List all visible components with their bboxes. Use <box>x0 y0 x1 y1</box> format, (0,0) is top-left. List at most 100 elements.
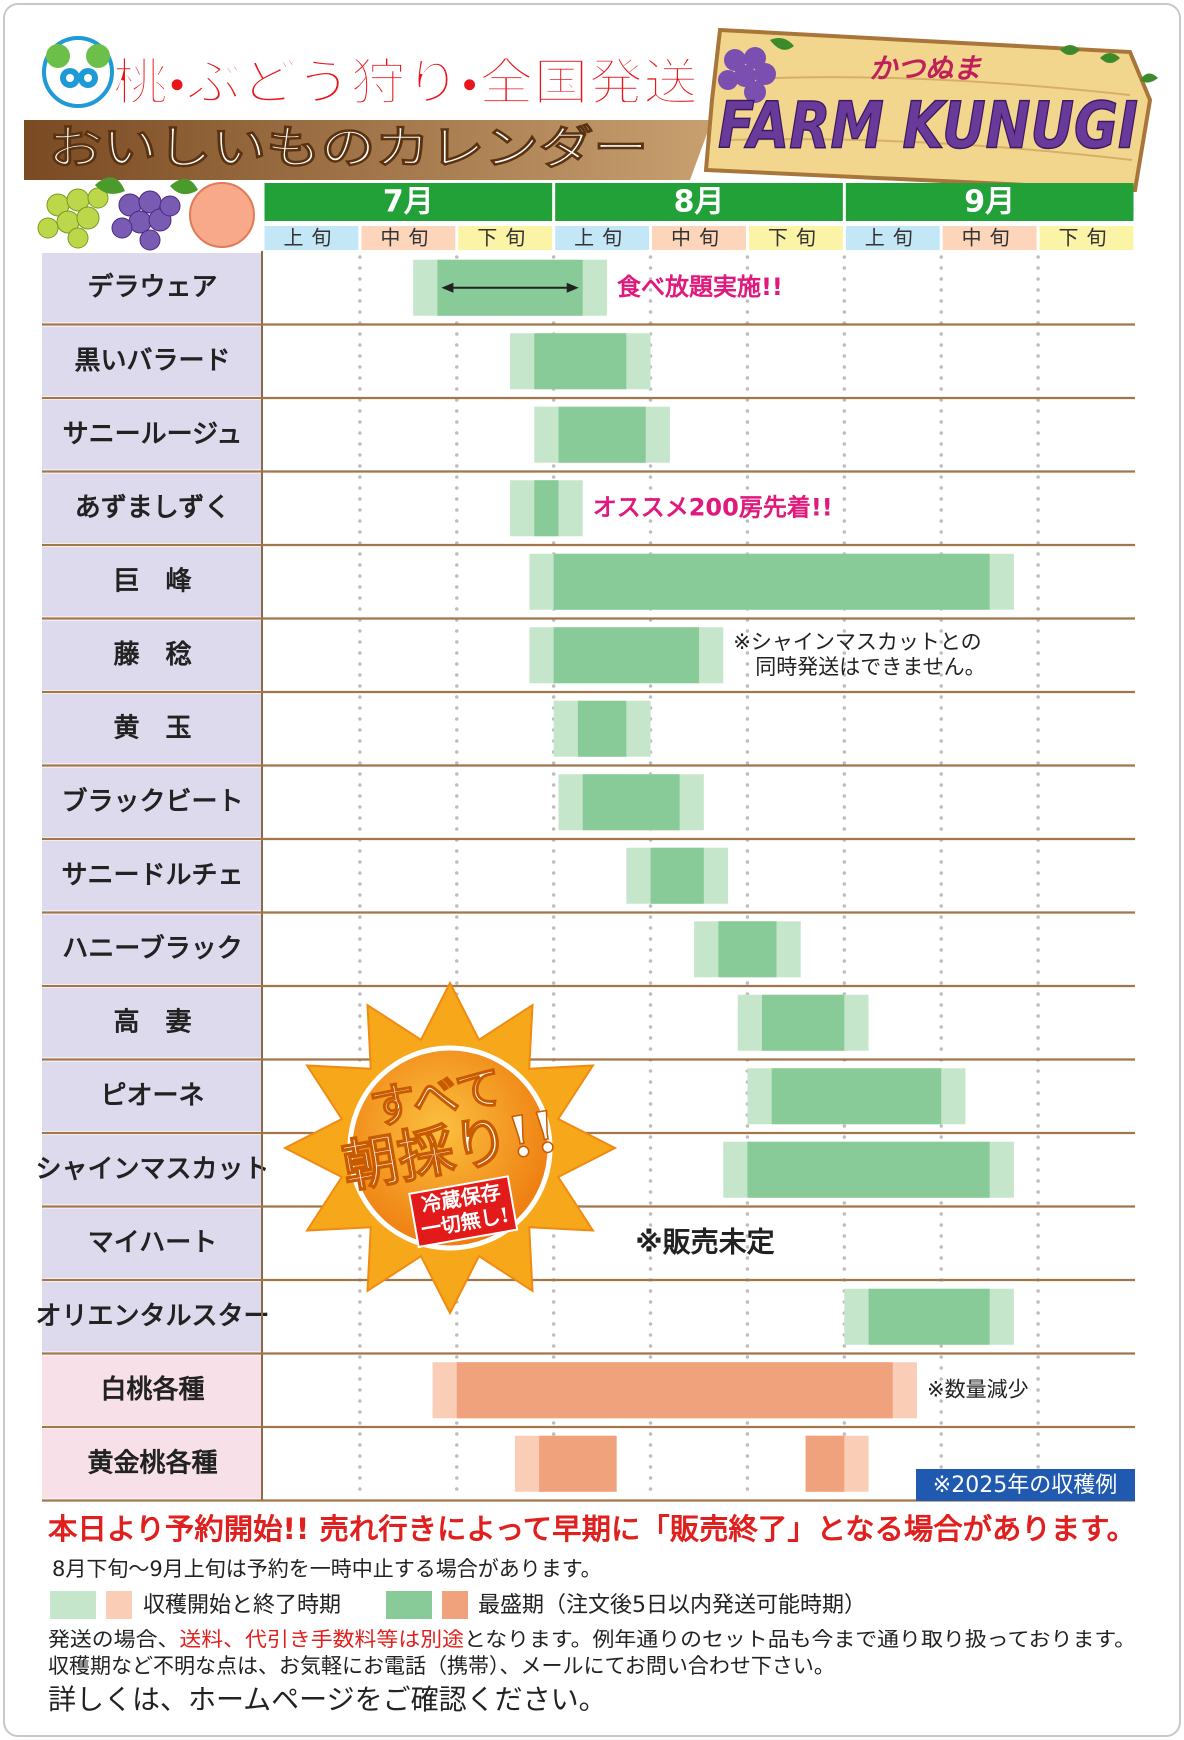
peak-span <box>539 1435 617 1492</box>
logo <box>42 36 114 108</box>
peak-span <box>534 480 559 537</box>
peak-span <box>650 847 704 904</box>
shipping-part: 発送の場合、 <box>48 1627 179 1651</box>
row-name: 高 妻 <box>113 1007 191 1037</box>
row-name-bg <box>42 473 261 543</box>
more-note: 詳しくは、ホームページをご確認ください。 <box>48 1683 607 1716</box>
row-name: ピオーネ <box>100 1081 204 1111</box>
shipping-part: となります。例年通りのセット品も今まで通り取り扱っております。 <box>464 1627 1136 1651</box>
pause-note: 8月下旬〜9月上旬は予約を一時中止する場合があります。 <box>52 1557 602 1581</box>
period-header <box>361 226 456 250</box>
month-header <box>555 183 843 221</box>
period-header <box>652 226 746 250</box>
period-header <box>264 226 359 250</box>
row-name-bg <box>42 547 261 617</box>
row-name: 黄金桃各種 <box>87 1447 217 1478</box>
period-header <box>555 226 650 250</box>
peak-span <box>771 1068 942 1125</box>
peak-span <box>558 406 646 463</box>
peak-span <box>718 921 777 978</box>
period-label: 下旬 <box>477 226 533 250</box>
peak-span <box>582 774 680 831</box>
row-name-bg <box>42 1282 261 1352</box>
fruit-illustration <box>37 177 255 251</box>
period-label: 上旬 <box>283 226 339 250</box>
row-note: ※販売未定 <box>635 1225 774 1258</box>
period-header <box>1039 226 1134 250</box>
row-note: ※シャインマスカットとの <box>733 630 981 654</box>
peak-span <box>534 333 627 390</box>
period-label: 下旬 <box>768 226 824 250</box>
peak-span <box>456 1362 893 1419</box>
row-name: ブラックビート <box>61 786 243 817</box>
row-note: ※数量減少 <box>927 1377 1029 1401</box>
month-label: 8月 <box>674 185 725 220</box>
period-label: 中旬 <box>962 226 1018 250</box>
row-name: デラウェア <box>87 271 217 302</box>
row-name-bg <box>42 914 261 984</box>
sun-badge: すべて 朝採り!! 冷蔵保存 一切無し! <box>282 980 618 1316</box>
subtitle-band <box>24 120 712 180</box>
legend-label: 最盛期（注文後5日以内発送可能時期） <box>478 1593 866 1618</box>
row-name-bg <box>42 253 261 323</box>
row-name-bg <box>42 1208 261 1278</box>
shipping-note: 発送の場合、 送料、代引き手数料等は別途 となります。例年通りのセット品も今まで通り… <box>48 1627 1136 1651</box>
legend-swatch <box>106 1591 132 1619</box>
row-name: 藤 稔 <box>113 640 191 670</box>
row-name: 巨 峰 <box>113 566 192 596</box>
row-note: オススメ200房先着!! <box>593 493 833 521</box>
contact-note: 収穫期など不明な点は、お気軽にお電話（携帯）、メールにてお問い合わせ下さい。 <box>48 1654 835 1678</box>
row-name: サニールージュ <box>63 419 243 449</box>
period-header <box>748 226 843 250</box>
row-note: 食べ放題実施!! <box>617 273 783 301</box>
month-header <box>264 183 553 221</box>
legend-label: 収穫開始と終了時期 <box>143 1593 341 1618</box>
legend-swatch <box>386 1591 432 1619</box>
row-name-bg <box>42 694 261 764</box>
arrow-head <box>441 282 454 293</box>
peak-span <box>868 1288 990 1345</box>
row-name: あずましずく <box>75 493 230 523</box>
row-name: マイハート <box>88 1228 217 1258</box>
shipping-part: 送料、代引き手数料等は別途 <box>179 1627 464 1651</box>
period-label: 中旬 <box>671 226 727 250</box>
arrow-head <box>566 282 579 293</box>
row-name: 黒いバラード <box>74 346 230 376</box>
row-name-bg <box>42 400 261 470</box>
peak-span <box>577 700 627 757</box>
row-name-bg <box>42 1061 261 1131</box>
row-name-bg <box>42 1429 261 1499</box>
notice: 本日より予約開始!! 売れ行きによって早期に「販売終了」となる場合があります。 <box>48 1512 1136 1546</box>
row-name-bg <box>42 326 261 396</box>
peak-span <box>553 553 990 610</box>
month-label: 7月 <box>383 185 434 220</box>
month-label: 9月 <box>964 185 1015 220</box>
row-name: サニードルチェ <box>61 860 243 890</box>
period-header <box>458 226 553 250</box>
row-name-bg <box>42 841 261 911</box>
peak-span <box>761 994 845 1051</box>
year-badge: ※2025年の収穫例 <box>933 1473 1117 1498</box>
legend-swatch <box>442 1591 468 1619</box>
header-subtitle: おいしいものカレンダー <box>48 121 648 175</box>
period-label: 下旬 <box>1059 226 1115 250</box>
row-name: ハニーブラック <box>62 933 242 964</box>
peak-span <box>805 1435 845 1492</box>
period-header <box>942 226 1037 250</box>
row-name-bg <box>42 620 261 690</box>
period-label: 中旬 <box>380 226 436 250</box>
row-name: オリエンタルスター <box>35 1301 269 1331</box>
period-header <box>845 226 940 250</box>
row-name-bg <box>42 988 261 1058</box>
footer: 本日より予約開始!! 売れ行きによって早期に「販売終了」となる場合があります。 … <box>48 1512 1136 1716</box>
row-name-bg <box>42 1135 261 1205</box>
year-badge-bg <box>916 1469 1135 1501</box>
peak-span <box>747 1141 990 1198</box>
legend-swatch <box>50 1591 96 1619</box>
row-name: 白桃各種 <box>100 1374 204 1405</box>
month-header <box>845 183 1134 221</box>
brand-kana: かつぬま <box>869 52 982 85</box>
row-name-bg <box>42 1355 261 1425</box>
